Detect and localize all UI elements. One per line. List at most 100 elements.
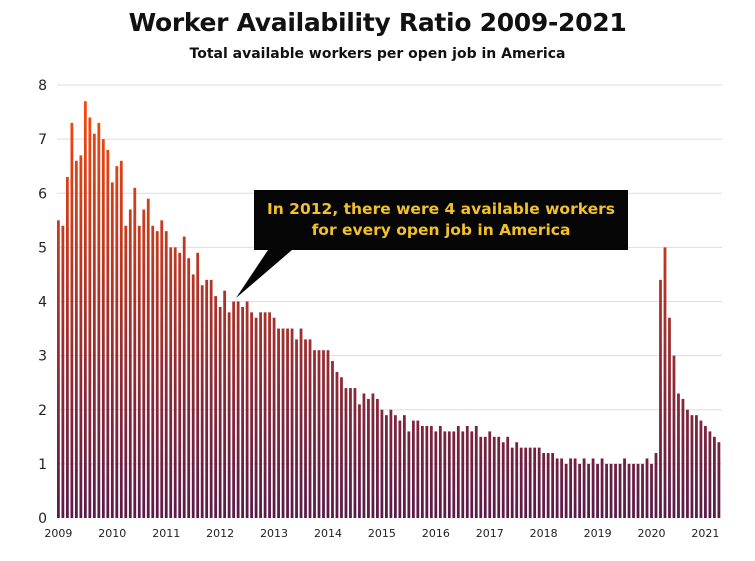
x-tick-label: 2019	[584, 527, 612, 540]
bar	[101, 139, 105, 519]
bar	[429, 425, 433, 518]
bar	[654, 453, 658, 518]
y-tick-label: 0	[38, 511, 47, 527]
bar	[470, 431, 474, 518]
bar	[492, 436, 496, 518]
bar	[501, 442, 505, 518]
bar	[133, 187, 137, 518]
bar	[115, 166, 119, 518]
bar	[704, 425, 707, 518]
annotation-callout: In 2012, there were 4 available workers …	[254, 190, 628, 250]
bar	[452, 431, 456, 518]
x-tick-label: 2012	[206, 527, 234, 540]
bar	[367, 398, 370, 518]
bar	[385, 415, 388, 518]
bar	[564, 463, 568, 519]
bar	[560, 458, 564, 518]
bar	[578, 463, 582, 519]
x-tick-label: 2010	[98, 527, 126, 540]
bar	[376, 398, 379, 518]
bar	[106, 149, 110, 518]
bar	[286, 328, 289, 518]
y-tick-label: 2	[38, 403, 47, 419]
bar	[196, 252, 200, 519]
bar	[443, 431, 447, 518]
bar	[205, 279, 209, 518]
x-tick-label: 2021	[691, 527, 719, 540]
bar	[326, 350, 330, 518]
bar	[533, 447, 537, 518]
y-tick-label: 3	[38, 349, 47, 365]
bar	[515, 442, 519, 518]
bar	[380, 409, 384, 518]
bar	[218, 306, 222, 518]
bar	[600, 458, 604, 518]
bar	[223, 290, 227, 518]
bar	[524, 447, 528, 518]
bar	[358, 404, 361, 518]
bar	[295, 339, 298, 518]
bar	[699, 420, 703, 518]
bar	[407, 431, 411, 518]
bar	[317, 350, 321, 518]
x-tick-label: 2011	[152, 527, 180, 540]
bar	[663, 247, 667, 519]
y-tick-label: 1	[38, 457, 47, 473]
bar	[232, 301, 236, 518]
bar	[650, 463, 653, 519]
bar	[254, 317, 258, 518]
y-tick-label: 6	[38, 186, 47, 202]
y-tick-label: 5	[38, 240, 47, 256]
bar	[573, 458, 577, 518]
bar	[627, 463, 631, 519]
bar	[546, 453, 550, 518]
bar	[142, 209, 146, 519]
bar	[690, 415, 694, 518]
bar	[618, 463, 622, 519]
bar	[70, 122, 74, 518]
bar	[308, 339, 312, 518]
bar	[708, 431, 712, 518]
bar	[182, 236, 186, 519]
bar	[272, 317, 276, 518]
bar	[416, 420, 420, 518]
bar	[587, 463, 590, 519]
bar	[137, 225, 141, 518]
bar	[677, 393, 680, 518]
bars	[57, 101, 721, 519]
bar	[241, 306, 245, 518]
bar	[151, 225, 155, 518]
bar	[209, 279, 213, 518]
bar	[250, 312, 253, 518]
x-tick-label: 2009	[44, 527, 72, 540]
bar	[164, 231, 168, 518]
bar	[322, 350, 325, 518]
bar	[79, 155, 83, 519]
bar	[659, 279, 662, 518]
annotation-line-2: for every open job in America	[311, 221, 571, 239]
x-tick-label: 2015	[368, 527, 396, 540]
bar	[609, 463, 613, 519]
x-axis-ticks: 2009 2010 2011 2012 2013 2014 2015 2016 2017 2018…	[44, 527, 719, 540]
bar	[713, 436, 716, 518]
bar	[245, 301, 249, 518]
chart-title: Worker Availability Ratio 2009-2021	[128, 8, 627, 37]
bar	[353, 388, 357, 518]
bar	[263, 312, 267, 518]
bar	[178, 252, 182, 519]
bar	[681, 398, 685, 518]
bar	[97, 122, 101, 518]
bar	[83, 101, 87, 519]
bar	[623, 458, 626, 518]
bar	[57, 220, 60, 518]
bar	[227, 312, 231, 518]
bar	[398, 420, 402, 518]
bar	[555, 458, 559, 518]
bar	[362, 393, 366, 518]
bar	[335, 371, 339, 518]
bar	[191, 274, 195, 518]
bar	[146, 198, 150, 518]
bar	[510, 447, 514, 518]
x-tick-label: 2016	[422, 527, 450, 540]
